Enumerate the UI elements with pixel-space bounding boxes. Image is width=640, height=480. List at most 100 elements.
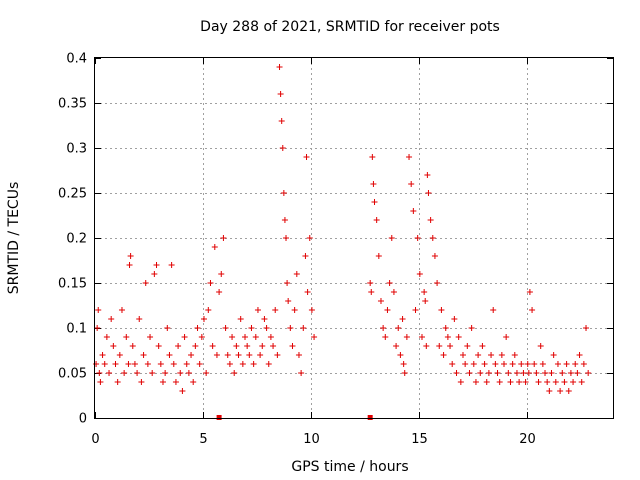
y-tick-label: 0.4 [66, 52, 87, 67]
data-point [267, 334, 274, 340]
data-point [554, 361, 561, 367]
data-point [103, 334, 110, 340]
data-point [548, 370, 555, 376]
data-point [492, 361, 499, 367]
data-point [393, 343, 400, 349]
data-point [377, 298, 384, 304]
x-axis-label: GPS time / hours [291, 459, 408, 475]
data-point [190, 379, 197, 385]
data-point [213, 352, 220, 358]
data-point [537, 343, 544, 349]
data-point [129, 343, 136, 349]
data-point [94, 325, 101, 331]
data-point [134, 370, 141, 376]
data-point [424, 172, 431, 178]
data-point [399, 316, 406, 322]
data-point [557, 388, 564, 394]
data-point [416, 271, 423, 277]
data-point [280, 190, 287, 196]
y-tick-label: 0.2 [66, 232, 87, 247]
data-point [412, 307, 419, 313]
data-point [155, 343, 162, 349]
data-point [162, 370, 169, 376]
data-point [546, 388, 553, 394]
data-point [222, 325, 229, 331]
data-point [431, 253, 438, 259]
data-point [211, 244, 218, 250]
data-point [505, 370, 512, 376]
data-point [380, 325, 387, 331]
data-point [279, 145, 286, 151]
data-point [434, 280, 441, 286]
data-point [475, 352, 482, 358]
data-point [140, 352, 147, 358]
gap-marker [216, 415, 222, 420]
data-point [295, 352, 302, 358]
data-point [101, 361, 108, 367]
data-point [529, 307, 536, 313]
grid [95, 58, 613, 418]
data-point [375, 253, 382, 259]
data-point [263, 325, 270, 331]
x-tick-label: 10 [303, 432, 320, 447]
data-point [224, 352, 231, 358]
y-tick-label: 0.35 [58, 97, 87, 112]
data-point [457, 379, 464, 385]
data-point [533, 370, 540, 376]
data-point [397, 352, 404, 358]
data-point [284, 280, 291, 286]
data-point [177, 370, 184, 376]
data-point [427, 217, 434, 223]
data-point [291, 307, 298, 313]
data-point [570, 379, 577, 385]
data-point [144, 361, 151, 367]
data-point [116, 352, 123, 358]
data-point [179, 388, 186, 394]
data-point [248, 325, 255, 331]
data-point [149, 370, 156, 376]
data-point [289, 343, 296, 349]
data-point [438, 307, 445, 313]
data-point [272, 307, 279, 313]
data-point [157, 361, 164, 367]
data-point [520, 370, 527, 376]
data-point [368, 289, 375, 295]
data-point [414, 235, 421, 241]
data-point [518, 361, 525, 367]
data-point [209, 343, 216, 349]
data-point [511, 352, 518, 358]
data-point [233, 343, 240, 349]
data-point [418, 334, 425, 340]
data-point [453, 370, 460, 376]
data-point [580, 361, 587, 367]
data-point [559, 370, 566, 376]
data-point [572, 361, 579, 367]
data-point [93, 361, 100, 367]
data-point [403, 334, 410, 340]
data-point [261, 316, 268, 322]
data-point [516, 379, 523, 385]
data-point [170, 361, 177, 367]
data-point [151, 271, 158, 277]
data-point [252, 334, 259, 340]
data-point [126, 262, 133, 268]
x-tick-label: 15 [411, 432, 428, 447]
data-point [485, 370, 492, 376]
data-point [585, 370, 592, 376]
data-point [490, 307, 497, 313]
y-tick-label: 0 [79, 412, 87, 427]
data-point [429, 235, 436, 241]
data-point [220, 235, 227, 241]
data-point [421, 289, 428, 295]
data-point [123, 334, 130, 340]
data-point [550, 352, 557, 358]
data-point [503, 334, 510, 340]
data-point [408, 181, 415, 187]
data-point [388, 235, 395, 241]
data-point [479, 343, 486, 349]
y-tick-label: 0.15 [58, 277, 87, 292]
data-point [270, 343, 277, 349]
y-axis-label: SRMTID / TECUs [6, 182, 22, 295]
data-point [281, 217, 288, 223]
data-point [449, 361, 456, 367]
